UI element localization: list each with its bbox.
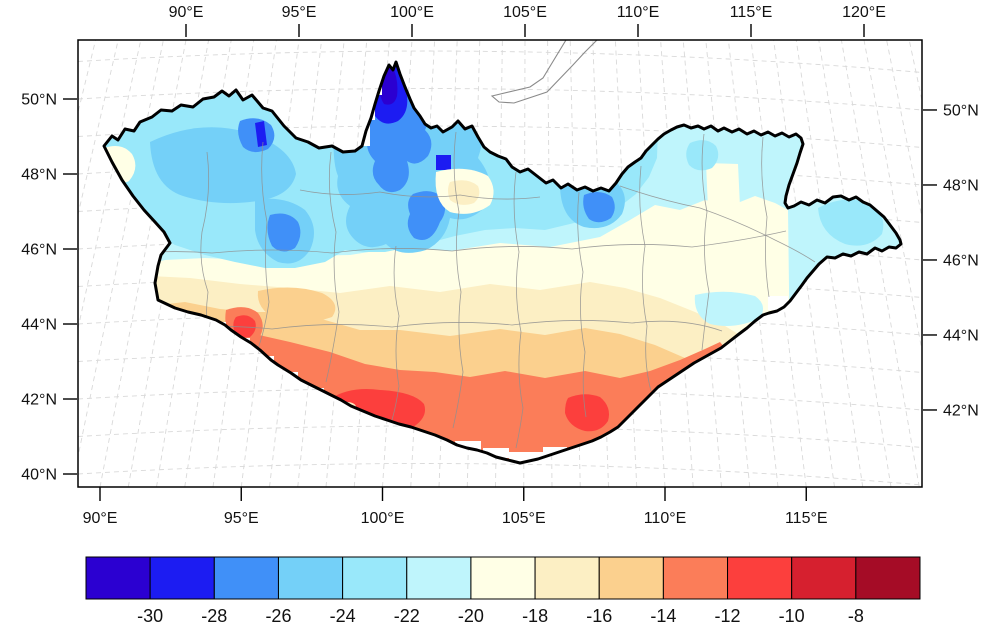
top-axis-label: 105°E <box>503 4 547 21</box>
bottom-axis-label: 115°E <box>785 510 828 527</box>
left-axis-label: 42°N <box>21 392 57 409</box>
right-axis-label: 48°N <box>943 177 979 194</box>
contour-band-fill <box>436 155 451 170</box>
graticule-meridian <box>78 40 164 459</box>
colorbar-cell <box>277 556 344 600</box>
right-axis-label: 44°N <box>943 327 979 344</box>
contour-band-fill <box>233 315 256 338</box>
bottom-axis-label: 90°E <box>83 510 118 527</box>
graticule-meridian <box>840 40 920 487</box>
left-axis-label: 50°N <box>21 92 57 109</box>
graticule-meridian <box>325 40 368 487</box>
colorbar-cell <box>85 556 151 600</box>
colorbar: -30 -28 -26 -24 -22 -20 -18 -16 -14 -12 -10 -8 <box>85 556 921 626</box>
contour-band-fill <box>706 163 740 209</box>
top-axis-label: 115°E <box>730 4 773 21</box>
bottom-axis-label: 100°E <box>361 510 405 527</box>
colorbar-cell <box>149 556 215 600</box>
plot-frame <box>77 39 923 488</box>
left-axis-label: 48°N <box>21 167 57 184</box>
bottom-axis-label: 105°E <box>502 510 546 527</box>
graticule-meridian <box>660 40 694 487</box>
top-axis-label: 95°E <box>282 4 317 21</box>
left-axis-label: 44°N <box>21 317 57 334</box>
colorbar-cell <box>791 556 857 600</box>
colorbar-tick-label: -26 <box>265 606 291 626</box>
graticule-meridian <box>727 40 779 487</box>
contour-band-fill <box>694 291 764 326</box>
graticule-meridian <box>682 40 722 487</box>
colorbar-tick-label: -14 <box>650 606 676 626</box>
colorbar-tick-label: -30 <box>137 606 163 626</box>
temperature-fill <box>104 62 901 463</box>
contour-band-fill <box>818 199 884 246</box>
graticule-meridian <box>863 40 922 353</box>
graticule-meridian <box>297 40 345 487</box>
top-axis-label: 120°E <box>842 4 886 21</box>
colorbar-cell <box>727 556 793 600</box>
colorbar-tick-label: -16 <box>586 606 612 626</box>
colorbar-cell <box>406 556 472 600</box>
colorbar-cell <box>470 556 536 600</box>
top-axis-label: 90°E <box>169 4 204 21</box>
colorbar-tick-label: -28 <box>201 606 227 626</box>
graticule-meridian <box>637 40 666 487</box>
right-axis-label: 50°N <box>943 102 979 119</box>
bottom-axis-label: 110°E <box>644 510 687 527</box>
contour-band-fill <box>448 180 480 205</box>
graticule-meridian <box>78 40 142 331</box>
graticule-parallel <box>78 463 922 486</box>
colorbar-cell <box>598 556 664 600</box>
top-axis-label: 110°E <box>617 4 660 21</box>
lake-baikal-outline <box>490 40 598 104</box>
colorbar-tick-label: -8 <box>848 606 864 626</box>
contour-band-fill <box>255 121 267 147</box>
colorbar-tick-label: -20 <box>458 606 484 626</box>
colorbar-cell <box>662 556 729 600</box>
graticule-parallel <box>78 388 922 411</box>
graticule-parallel <box>78 425 922 448</box>
left-axis-label: 46°N <box>21 242 57 259</box>
top-axis-label: 100°E <box>390 4 434 21</box>
lake-outline <box>490 40 598 104</box>
mongolia-border <box>102 60 903 465</box>
contour-band-fill <box>267 213 301 252</box>
colorbar-tick-label: -18 <box>522 606 548 626</box>
left-axis-label: 40°N <box>21 467 57 484</box>
contour-band-fill <box>257 287 336 323</box>
graticule-parallel <box>78 50 922 73</box>
colorbar-cell <box>534 556 600 600</box>
colorbar-tick-label: -24 <box>330 606 356 626</box>
graticule-meridian <box>886 40 922 220</box>
province-borders <box>111 131 816 449</box>
right-axis-label: 42°N <box>943 402 979 419</box>
graticule-meridian <box>818 40 892 487</box>
colorbar-cell <box>342 556 408 600</box>
colorbar-tick-label: -10 <box>779 606 805 626</box>
graticule-meridian <box>705 40 751 487</box>
colorbar-cell <box>213 556 279 600</box>
contour-band-fill <box>407 191 446 240</box>
contour-band-fill <box>565 394 609 432</box>
colorbar-tick-label: -12 <box>715 606 741 626</box>
contour-band-fill <box>583 191 615 223</box>
axis-ticks: 90°E 95°E 100°E 105°E 110°E 115°E 120°E 90°E 95°… <box>21 4 979 527</box>
colorbar-cell <box>855 556 921 600</box>
graticule-parallel <box>78 350 922 373</box>
colorbar-tick-label: -22 <box>394 606 420 626</box>
right-axis-label: 46°N <box>943 252 979 269</box>
graticule-meridian <box>795 40 864 487</box>
bottom-axis-label: 95°E <box>224 510 259 527</box>
graticule-meridian <box>78 40 119 217</box>
